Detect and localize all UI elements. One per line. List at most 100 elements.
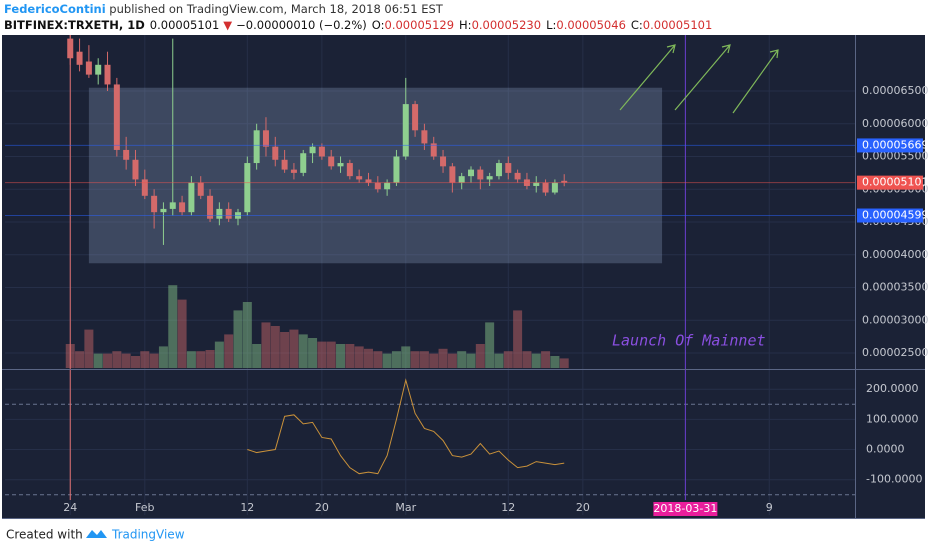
y-tick-label: 0.00005500 (862, 150, 928, 163)
candle-body (188, 182, 195, 213)
candle-body (346, 163, 353, 177)
volume-bar (75, 351, 85, 368)
volume-bar (205, 350, 215, 368)
x-tick-label: Mar (395, 501, 416, 514)
arrows (619, 44, 779, 114)
published: published on TradingView.com, March 18, … (106, 2, 444, 16)
volume-bar (438, 348, 448, 368)
candle-body (393, 156, 400, 183)
marker-label: 2018-03-31 (653, 502, 717, 515)
candle-body (207, 195, 214, 219)
candle-body (374, 182, 381, 190)
ohlc-label: C: (631, 18, 643, 32)
arrow: ▼ (223, 18, 232, 32)
volume-bar (494, 353, 504, 368)
candle-body (300, 153, 307, 173)
candle-body (281, 159, 288, 170)
volume-bar (280, 332, 290, 368)
candle-body (113, 84, 120, 150)
header-line-1: FedericoContini published on TradingView… (4, 2, 444, 16)
ohlc-value: 0.00005101 (643, 18, 713, 32)
candle-body (216, 208, 223, 219)
arrow (674, 44, 731, 111)
volume-bar (513, 310, 523, 368)
volume-bar (242, 302, 252, 368)
volume-bar (121, 353, 131, 368)
candle-body (141, 179, 148, 196)
candle-body (440, 156, 447, 167)
volume-bar (419, 351, 429, 368)
candle-body (123, 149, 130, 160)
volume-bar (186, 351, 196, 368)
volume-bar (391, 351, 401, 368)
price-label: 0.00005669 (862, 138, 928, 151)
brand-logo (86, 530, 107, 538)
candle-body (458, 176, 465, 183)
volume-bar (559, 358, 569, 368)
volume-bar (214, 341, 224, 368)
candle-body (430, 143, 437, 157)
volume-bar (177, 299, 187, 368)
volume-bar (252, 344, 262, 368)
candle-body (505, 163, 512, 173)
volume-bar (475, 344, 485, 368)
x-tick-label: Feb (135, 501, 154, 514)
y-tick-label: 0.00004000 (862, 248, 928, 261)
candle-body (160, 208, 167, 213)
candle-body (85, 61, 92, 75)
ohlc-label: O: (372, 18, 385, 32)
volume-bar (363, 348, 373, 368)
candle-body (244, 163, 251, 213)
volume-bar (401, 346, 411, 368)
y-tick-label: 0.00002500 (862, 346, 928, 359)
x-tick-label: 20 (576, 501, 590, 514)
volume-bar (466, 353, 476, 368)
y-tick-label: 0.00006500 (862, 84, 928, 97)
candle-body (384, 182, 391, 190)
volume-bar (447, 353, 457, 368)
candle-body (253, 130, 260, 164)
volume-bar (233, 310, 243, 368)
candle-body (328, 156, 335, 167)
volume-bar (261, 322, 271, 368)
candle-body (468, 169, 475, 177)
price-label: 0.00004599 (862, 209, 928, 222)
volume-bar (541, 351, 551, 368)
volume-bar (130, 356, 140, 368)
y-tick-label: 0.00006000 (862, 117, 928, 130)
candle-body (533, 182, 540, 186)
price-label: 0.00005101 (862, 176, 928, 189)
candle-body (197, 182, 204, 196)
arrow (732, 49, 779, 114)
volume-bar (485, 322, 495, 368)
volume-bar (196, 351, 206, 368)
candle-body (132, 159, 139, 180)
x-tick-label: 20 (315, 501, 329, 514)
volume-bar (457, 351, 467, 368)
candle-body (514, 172, 521, 180)
ohlc-value: 0.00005129 (385, 18, 455, 32)
volume-bar (373, 351, 383, 368)
volume-bar (317, 341, 327, 368)
volume-bar (65, 344, 75, 368)
candle-body (262, 130, 269, 147)
candle-body (76, 51, 83, 65)
candle-body (169, 202, 176, 209)
marker-label-bg (653, 502, 718, 516)
indicator-line (247, 378, 565, 475)
ohlc-label: L: (546, 18, 556, 32)
candle-body (551, 182, 558, 193)
ohlc-value: 0.00005230 (472, 18, 542, 32)
volume-bar (224, 334, 234, 368)
x-tick-label: 12 (240, 501, 254, 514)
y2-tick-label: 100.0000 (866, 412, 919, 425)
ohlc-value: 0.00005046 (556, 18, 626, 32)
candle-body (272, 146, 279, 160)
candle-body (290, 169, 297, 173)
volume-bar (289, 329, 299, 368)
ohlc-label: H: (459, 18, 472, 32)
volume-bar (84, 329, 94, 368)
volume-bar (345, 344, 355, 368)
footer-text: Created with (6, 528, 83, 542)
